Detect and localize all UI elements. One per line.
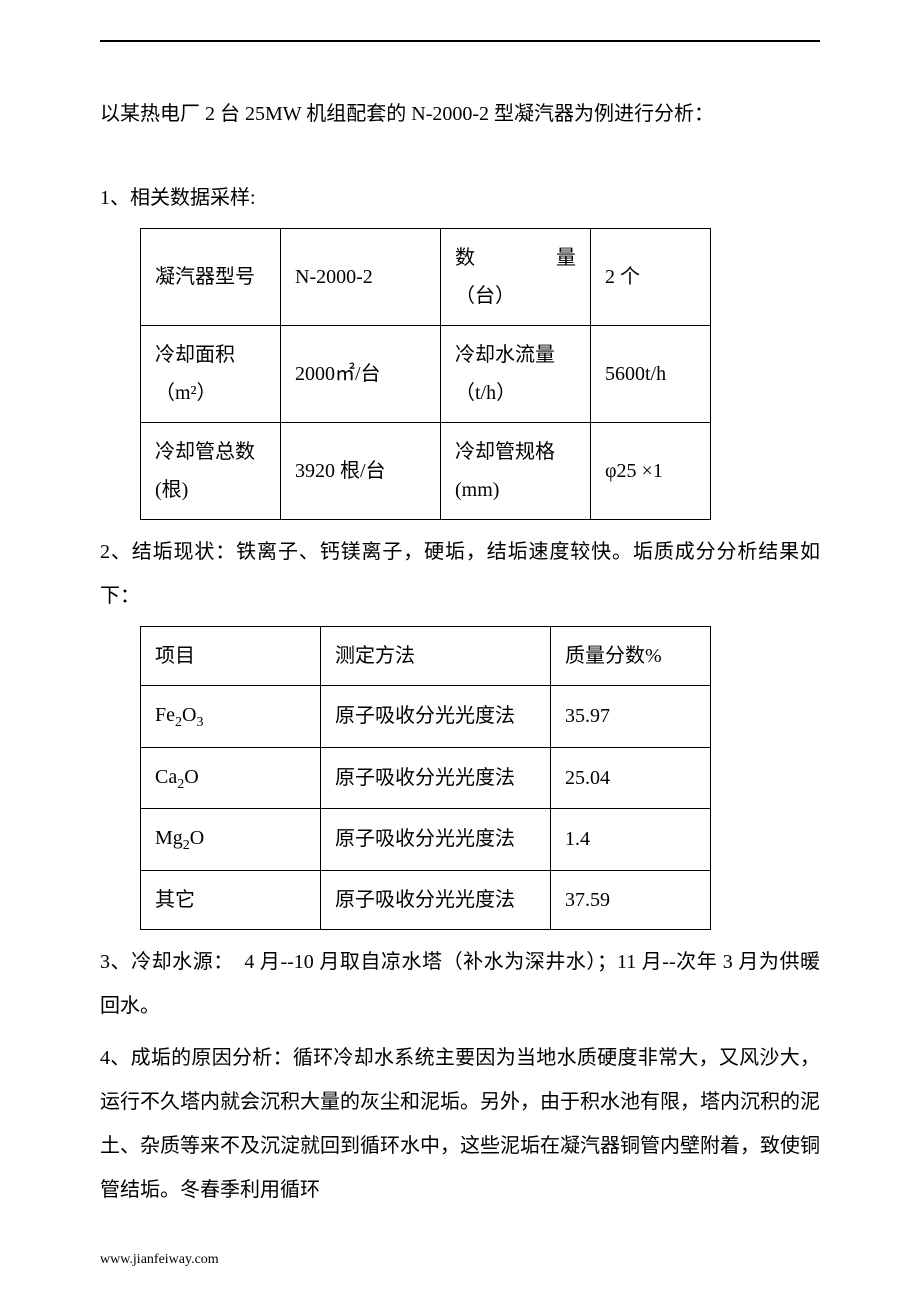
- col-header: 测定方法: [321, 627, 551, 686]
- cell-label: 凝汽器型号: [155, 258, 266, 296]
- footer-url: www.jianfeiway.com: [100, 1252, 820, 1268]
- cell-label: 冷却管总数: [155, 433, 266, 471]
- cell-value: φ25 ×1: [591, 423, 711, 520]
- cell-label: 冷却管规格: [455, 433, 576, 471]
- intro-paragraph: 以某热电厂 2 台 25MW 机组配套的 N-2000-2 型凝汽器为例进行分析…: [100, 92, 820, 136]
- section2-heading: 2、结垢现状：铁离子、钙镁离子，硬垢，结垢速度较快。垢质成分分析结果如下：: [100, 530, 820, 618]
- cell-value: 1.4: [551, 809, 711, 871]
- cell-label-unit: (mm): [455, 471, 576, 509]
- cell-value: 2000㎡/台: [281, 326, 441, 423]
- col-header: 质量分数%: [551, 627, 711, 686]
- cell-label-unit: （t/h）: [455, 374, 576, 412]
- section3-paragraph: 3、冷却水源： 4 月--10 月取自凉水塔（补水为深井水）；11 月--次年 …: [100, 940, 820, 1028]
- document-page: 以某热电厂 2 台 25MW 机组配套的 N-2000-2 型凝汽器为例进行分析…: [0, 0, 920, 1298]
- table-row: 冷却面积 （m²） 2000㎡/台 冷却水流量 （t/h） 5600t/h: [141, 326, 711, 423]
- section4-paragraph: 4、成垢的原因分析：循环冷却水系统主要因为当地水质硬度非常大，又风沙大，运行不久…: [100, 1036, 820, 1212]
- cell-formula: Ca2O: [141, 747, 321, 809]
- top-rule: [100, 40, 820, 42]
- cell-label: 冷却水流量: [455, 336, 576, 374]
- section1-heading: 1、相关数据采样:: [100, 176, 820, 220]
- cell-formula: Fe2O3: [141, 686, 321, 748]
- cell-value: N-2000-2: [281, 229, 441, 326]
- table-header-row: 项目 测定方法 质量分数%: [141, 627, 711, 686]
- cell-value: 2 个: [591, 229, 711, 326]
- cell-value: 3920 根/台: [281, 423, 441, 520]
- cell-label: 冷却面积: [155, 336, 266, 374]
- table-row: 凝汽器型号 N-2000-2 数 量 （台） 2 个: [141, 229, 711, 326]
- cell-value: 原子吸收分光光度法: [321, 870, 551, 929]
- cell-label-unit: (根): [155, 471, 266, 509]
- cell-value: 原子吸收分光光度法: [321, 686, 551, 748]
- table-row: Mg2O 原子吸收分光光度法 1.4: [141, 809, 711, 871]
- cell-value: 25.04: [551, 747, 711, 809]
- cell-value: 37.59: [551, 870, 711, 929]
- cell-value: 原子吸收分光光度法: [321, 809, 551, 871]
- table-row: Ca2O 原子吸收分光光度法 25.04: [141, 747, 711, 809]
- cell-label-unit: （台）: [455, 277, 576, 315]
- table-row: 冷却管总数 (根) 3920 根/台 冷却管规格 (mm) φ25 ×1: [141, 423, 711, 520]
- table-composition: 项目 测定方法 质量分数% Fe2O3 原子吸收分光光度法 35.97 Ca2O…: [140, 626, 711, 930]
- table-row: Fe2O3 原子吸收分光光度法 35.97: [141, 686, 711, 748]
- cell-value: 5600t/h: [591, 326, 711, 423]
- cell-label: 数 量: [455, 239, 576, 277]
- cell-value: 其它: [141, 870, 321, 929]
- cell-value: 原子吸收分光光度法: [321, 747, 551, 809]
- table-spec: 凝汽器型号 N-2000-2 数 量 （台） 2 个 冷却面积 （m²） 200…: [140, 228, 711, 520]
- table-row: 其它 原子吸收分光光度法 37.59: [141, 870, 711, 929]
- cell-value: 35.97: [551, 686, 711, 748]
- col-header: 项目: [141, 627, 321, 686]
- cell-formula: Mg2O: [141, 809, 321, 871]
- cell-label-unit: （m²）: [155, 374, 266, 412]
